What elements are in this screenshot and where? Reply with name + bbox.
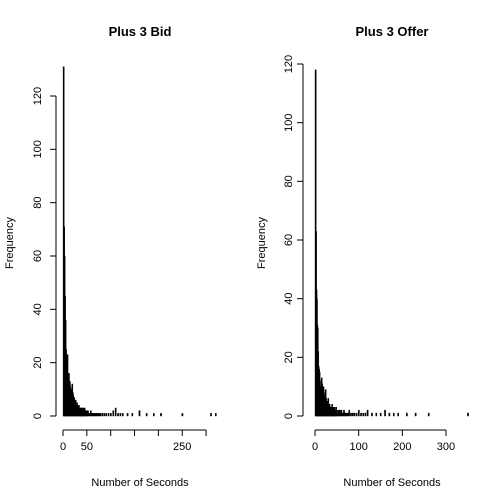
histogram-bar xyxy=(103,413,106,417)
x-tick-label: 200 xyxy=(393,441,411,453)
y-axis-label: Frequency xyxy=(4,217,16,269)
histogram-bar xyxy=(348,409,351,417)
histogram-bar xyxy=(101,413,104,417)
y-tick-label: 0 xyxy=(32,413,44,419)
histogram-bar xyxy=(347,412,349,417)
y-tick-label: 20 xyxy=(283,351,295,363)
histogram-bar xyxy=(181,413,184,417)
histogram-bar xyxy=(345,412,348,417)
histogram-bar xyxy=(96,413,99,417)
histogram-bar xyxy=(392,412,395,417)
histogram-bar xyxy=(366,409,369,417)
x-axis-label: Number of Seconds xyxy=(343,477,441,489)
histogram-bar xyxy=(122,413,124,417)
y-tick-label: 80 xyxy=(32,197,44,209)
histogram-bar xyxy=(145,413,148,417)
histogram-bar xyxy=(414,412,417,417)
histogram-bar xyxy=(371,412,373,417)
chart-title: Plus 3 Bid xyxy=(109,24,172,39)
histogram-bar xyxy=(388,412,391,417)
y-tick-label: 40 xyxy=(283,293,295,305)
x-tick-label: 0 xyxy=(60,441,66,453)
histogram-panel-bid: Plus 3 Bid Number of Seconds Frequency 0… xyxy=(4,24,217,489)
bars xyxy=(62,66,217,417)
y-tick-label: 40 xyxy=(32,303,44,315)
histogram-bar xyxy=(358,409,360,417)
y-tick-label: 20 xyxy=(32,357,44,369)
x-tick-label: 300 xyxy=(437,441,455,453)
y-tick-label: 100 xyxy=(32,140,44,158)
histogram-bar xyxy=(114,407,117,417)
bars xyxy=(314,69,469,417)
y-axis: 0 20 40 60 80 100 120 xyxy=(32,87,57,419)
y-tick-label: 60 xyxy=(32,250,44,262)
y-axis: 0 20 40 60 80 100 120 xyxy=(283,55,304,419)
y-tick-label: 120 xyxy=(32,87,44,105)
histogram-bar xyxy=(138,410,141,417)
histogram-bar xyxy=(375,412,378,417)
histogram-bar xyxy=(112,410,115,417)
x-axis-label: Number of Seconds xyxy=(91,477,189,489)
histogram-bar xyxy=(105,413,107,417)
histogram-bar xyxy=(384,409,386,417)
histogram-bar xyxy=(353,412,356,417)
histogram-bar xyxy=(110,413,112,417)
histogram-bar xyxy=(427,412,430,417)
y-tick-label: 0 xyxy=(283,413,295,419)
histogram-bar xyxy=(379,412,382,417)
x-tick-label: 50 xyxy=(81,441,93,453)
histogram-panel-offer: Plus 3 Offer Number of Seconds Frequency… xyxy=(256,24,469,489)
x-tick-label: 250 xyxy=(173,441,191,453)
histogram-bar xyxy=(467,412,469,417)
histogram-bar xyxy=(360,412,362,417)
y-tick-label: 120 xyxy=(283,55,295,73)
y-tick-label: 80 xyxy=(283,175,295,187)
histogram-bar xyxy=(210,413,212,417)
histogram-bar xyxy=(364,412,367,417)
chart-title: Plus 3 Offer xyxy=(356,24,429,39)
histogram-bar xyxy=(119,413,122,417)
y-tick-label: 100 xyxy=(283,113,295,131)
histogram-bar xyxy=(215,413,217,417)
x-tick-label: 0 xyxy=(312,441,318,453)
histogram-bar xyxy=(397,412,399,417)
y-axis-label: Frequency xyxy=(256,217,268,269)
histogram-bar xyxy=(117,413,119,417)
x-axis: 0 50 250 xyxy=(60,429,207,453)
histogram-bar xyxy=(362,412,365,417)
histogram-bar xyxy=(406,412,408,417)
histogram-bar xyxy=(355,412,358,417)
histogram-bar xyxy=(98,413,100,417)
histogram-bar xyxy=(153,413,155,417)
histogram-bar xyxy=(131,413,134,417)
histogram-bar xyxy=(126,413,129,417)
histogram-bar xyxy=(160,413,162,417)
histogram-bar xyxy=(350,412,352,417)
x-tick-label: 100 xyxy=(349,441,367,453)
histogram-bar xyxy=(351,412,354,417)
histogram-bar xyxy=(107,413,110,417)
y-tick-label: 60 xyxy=(283,234,295,246)
histogram-bar xyxy=(99,413,102,417)
x-axis: 0 100 200 300 xyxy=(312,429,455,453)
